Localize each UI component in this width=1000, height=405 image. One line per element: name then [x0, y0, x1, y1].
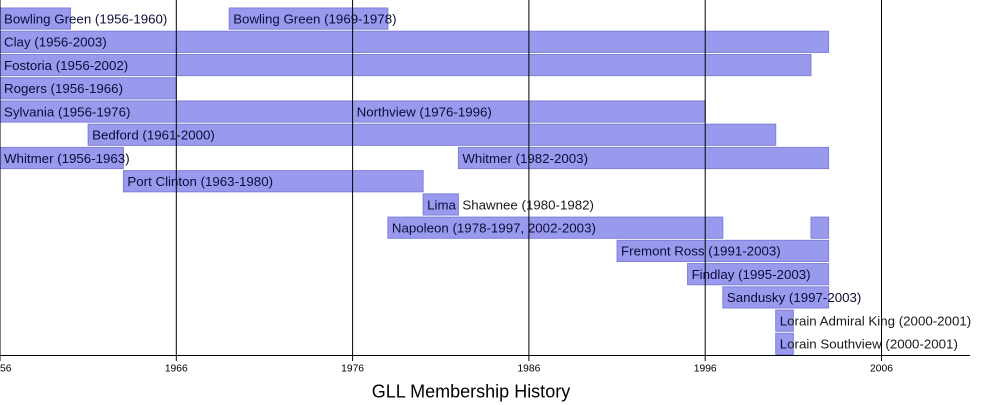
svg-text:GLL Membership History: GLL Membership History: [372, 382, 570, 402]
svg-text:1976: 1976: [341, 364, 364, 375]
svg-text:Whitmer (1982-2003): Whitmer (1982-2003): [462, 151, 588, 166]
svg-text:Bowling Green (1969-1978): Bowling Green (1969-1978): [233, 11, 396, 26]
svg-text:1996: 1996: [694, 364, 717, 375]
svg-text:Whitmer (1956-1963): Whitmer (1956-1963): [4, 151, 130, 166]
svg-text:1986: 1986: [517, 364, 540, 375]
svg-text:Port Clinton (1963-1980): Port Clinton (1963-1980): [127, 174, 273, 189]
svg-text:1956: 1956: [0, 364, 12, 375]
svg-text:Clay (1956-2003): Clay (1956-2003): [4, 35, 107, 50]
svg-text:Shawnee (1980-1982): Shawnee (1980-1982): [462, 197, 594, 212]
svg-text:1966: 1966: [165, 364, 188, 375]
svg-text:Lima: Lima: [427, 197, 456, 212]
svg-text:Napoleon (1978-1997, 2002-2003: Napoleon (1978-1997, 2002-2003): [392, 221, 596, 236]
svg-text:Lorain Southview (2000-2001): Lorain Southview (2000-2001): [780, 337, 958, 352]
svg-text:Fostoria (1956-2002): Fostoria (1956-2002): [4, 58, 128, 73]
svg-text:Northview (1976-1996): Northview (1976-1996): [357, 104, 492, 119]
svg-text:Lorain Admiral King (2000-2001: Lorain Admiral King (2000-2001): [780, 313, 971, 328]
svg-text:Fremont Ross (1991-2003): Fremont Ross (1991-2003): [621, 244, 781, 259]
svg-text:Bowling Green (1956-1960): Bowling Green (1956-1960): [4, 11, 167, 26]
svg-text:Bedford (1961-2000): Bedford (1961-2000): [92, 128, 215, 143]
svg-text:2006: 2006: [870, 364, 893, 375]
svg-text:Rogers (1956-1966): Rogers (1956-1966): [4, 81, 123, 96]
svg-text:Sylvania (1956-1976): Sylvania (1956-1976): [4, 104, 130, 119]
svg-text:Findlay (1995-2003): Findlay (1995-2003): [692, 267, 811, 282]
svg-text:Sandusky (1997-2003): Sandusky (1997-2003): [727, 290, 862, 305]
